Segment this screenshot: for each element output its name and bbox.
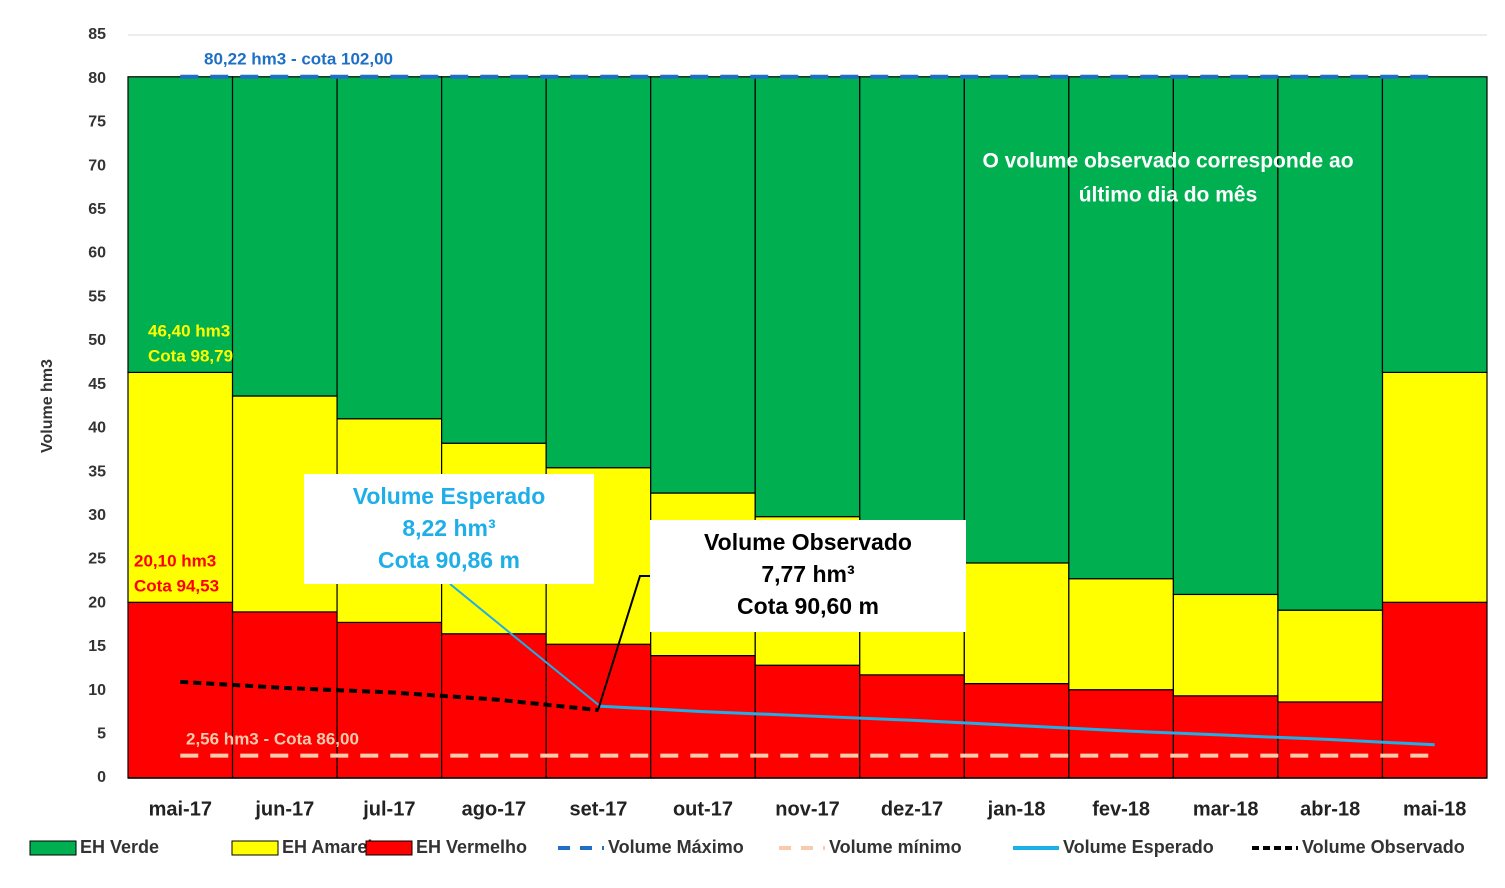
bar-segment <box>336 76 443 420</box>
bar-segment <box>754 76 861 518</box>
legend-label: EH Verde <box>80 837 159 857</box>
leader-line <box>449 583 601 707</box>
leader-line <box>597 575 650 711</box>
legend-label: Volume Máximo <box>608 837 744 857</box>
y-tick-label: 65 <box>88 201 106 218</box>
legend-label: Volume mínimo <box>829 837 962 857</box>
bar-segment <box>441 76 547 444</box>
y-tick-label: 30 <box>88 507 106 524</box>
annotation: O volume observado corresponde ao <box>982 150 1353 173</box>
annotation: 80,22 hm3 - cota 102,00 <box>204 49 393 68</box>
bar-segment <box>1068 689 1174 779</box>
x-tick-label: fev-18 <box>1092 798 1150 820</box>
line-series <box>598 704 1435 747</box>
bar-segment <box>963 76 1070 564</box>
bar-segment <box>963 682 1070 779</box>
bar-segment <box>1381 76 1488 374</box>
callout-box <box>650 520 966 632</box>
x-tick-label: jul-17 <box>362 798 415 820</box>
bar-segment <box>127 601 234 779</box>
legend-label: Volume Observado <box>1302 837 1465 857</box>
bar-segment <box>231 76 338 397</box>
bar-segment <box>1068 76 1174 580</box>
x-tick-label: ago-17 <box>462 798 526 820</box>
bar-segment <box>859 674 965 779</box>
x-tick-label: mai-18 <box>1403 798 1466 820</box>
bar-segment <box>1068 578 1174 691</box>
legend-label: EH Vermelho <box>416 837 527 857</box>
y-tick-label: 70 <box>88 157 106 174</box>
x-tick-label: jun-17 <box>254 798 314 820</box>
y-tick-label: 85 <box>88 26 106 43</box>
y-tick-label: 5 <box>97 726 106 743</box>
bar-segment <box>1381 371 1488 603</box>
y-tick-label: 40 <box>88 420 106 437</box>
x-tick-label: set-17 <box>570 798 628 820</box>
y-tick-label: 20 <box>88 594 106 611</box>
legend-swatch <box>231 840 279 856</box>
annotation: Cota 98,79 <box>148 346 233 365</box>
bar-segment <box>754 664 861 779</box>
x-tick-label: abr-18 <box>1300 798 1360 820</box>
legend-label: EH Amarelo <box>282 837 383 857</box>
bar-segment <box>1381 601 1488 779</box>
y-tick-label: 60 <box>88 245 106 262</box>
x-tick-label: jan-18 <box>987 798 1046 820</box>
bar-segment <box>545 76 652 469</box>
y-tick-label: 0 <box>97 769 106 786</box>
y-tick-label: 75 <box>88 114 106 131</box>
y-axis-label: Volume hm3 <box>39 359 56 453</box>
x-tick-label: dez-17 <box>881 798 943 820</box>
x-tick-label: nov-17 <box>775 798 839 820</box>
bar-segment <box>1277 76 1384 611</box>
bar-segment <box>650 655 756 779</box>
annotation: 20,10 hm3 <box>134 551 216 570</box>
bar-segment <box>650 76 756 494</box>
bar-segment <box>127 371 234 603</box>
annotation: 2,56 hm3 - Cota 86,00 <box>186 729 359 748</box>
annotation: último dia do mês <box>1079 184 1258 207</box>
x-tick-label: out-17 <box>673 798 733 820</box>
bar-segment <box>231 611 338 779</box>
y-tick-label: 15 <box>88 638 106 655</box>
y-tick-label: 50 <box>88 332 106 349</box>
y-tick-label: 45 <box>88 376 106 393</box>
callout-text: Volume Observado <box>704 529 912 555</box>
bar-segment <box>1172 593 1279 697</box>
y-tick-label: 55 <box>88 288 106 305</box>
callout-box <box>304 474 594 584</box>
y-tick-label: 25 <box>88 551 106 568</box>
legend-label: Volume Esperado <box>1063 837 1214 857</box>
bar-segment <box>859 76 965 541</box>
y-tick-label: 35 <box>88 463 106 480</box>
line-series <box>180 679 599 713</box>
bar-segment <box>963 562 1070 685</box>
annotation: 46,40 hm3 <box>148 321 230 340</box>
callout-text: Cota 90,86 m <box>378 547 520 573</box>
callout-text: Volume Esperado <box>353 483 546 509</box>
bar-segment <box>545 643 652 779</box>
callout-text: 8,22 hm³ <box>402 515 496 541</box>
legend-swatch <box>29 840 77 856</box>
callout-text: 7,77 hm³ <box>761 561 855 587</box>
bar-segment <box>1277 609 1384 703</box>
legend-swatch <box>365 840 413 856</box>
y-tick-label: 80 <box>88 70 106 87</box>
y-tick-label: 10 <box>88 682 106 699</box>
x-tick-label: mar-18 <box>1193 798 1259 820</box>
annotation: Cota 94,53 <box>134 576 219 595</box>
x-tick-label: mai-17 <box>149 798 212 820</box>
bar-segment <box>1172 76 1279 596</box>
callout-text: Cota 90,60 m <box>737 593 879 619</box>
